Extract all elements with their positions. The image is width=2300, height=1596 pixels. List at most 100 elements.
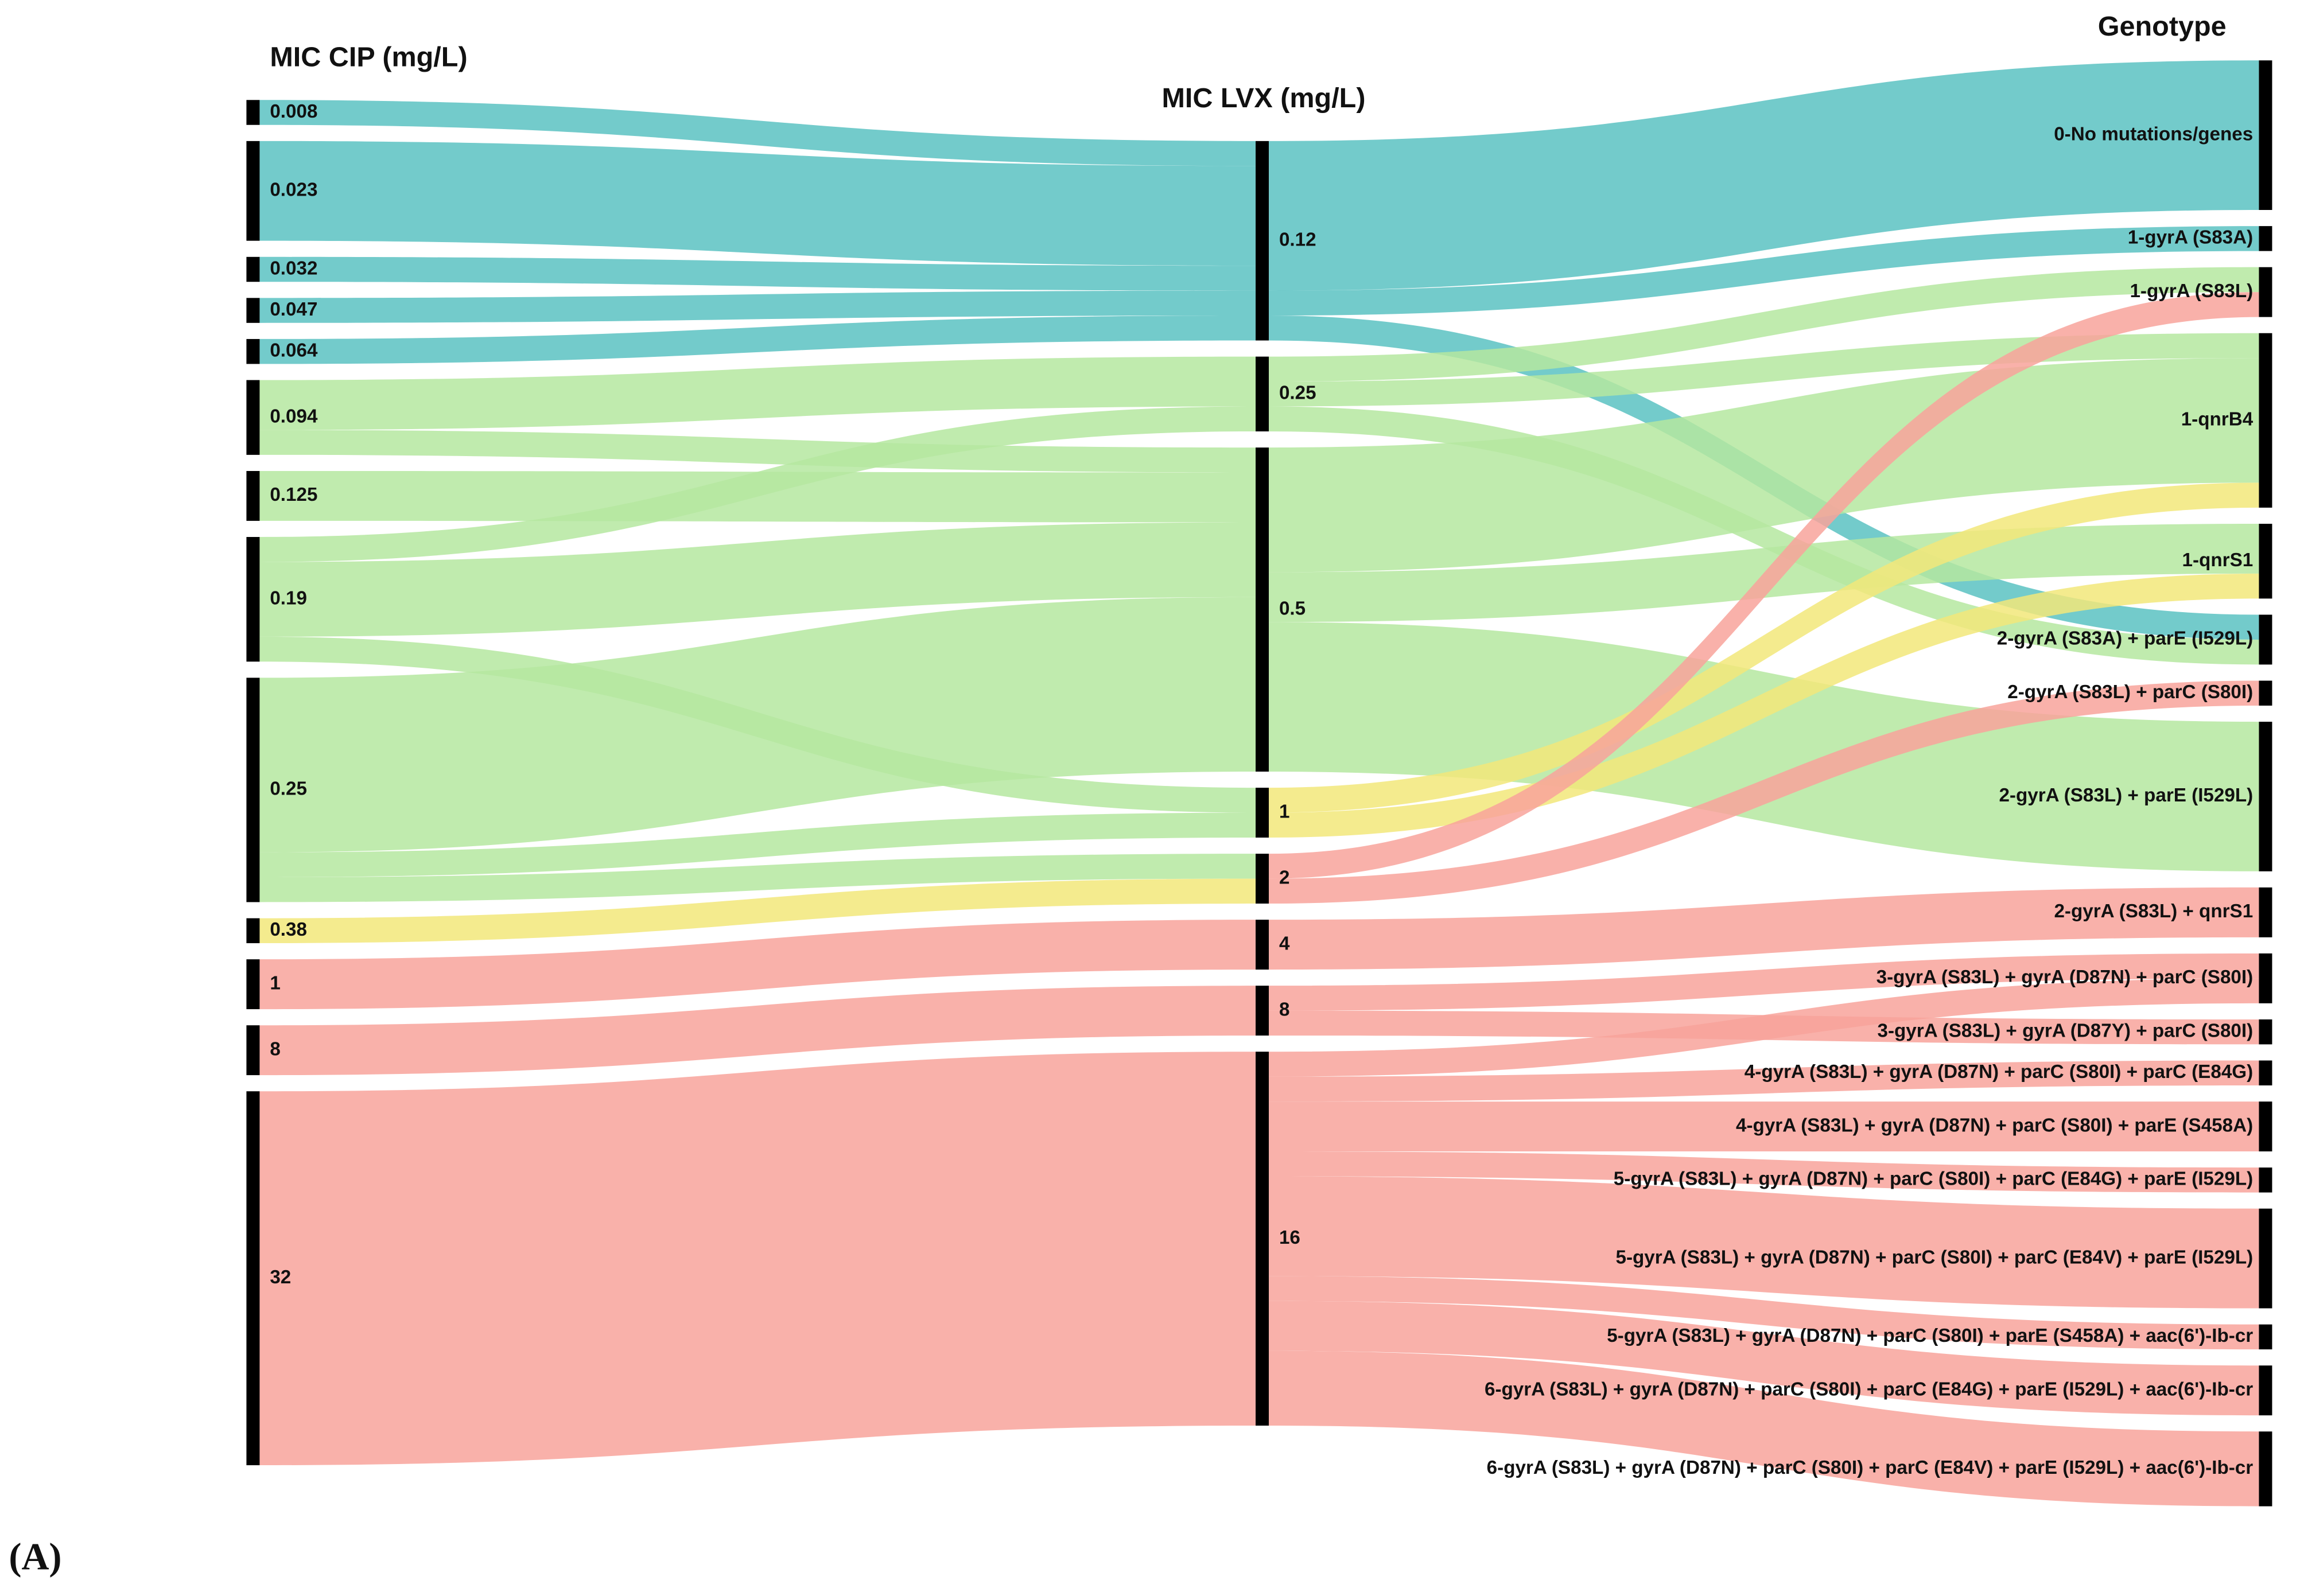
node-bar bbox=[2259, 1101, 2272, 1152]
node-label: 1 bbox=[1279, 801, 1289, 822]
flow bbox=[1269, 226, 2259, 316]
node-bar bbox=[246, 678, 260, 902]
node-label: 5-gyrA (S83L) + gyrA (D87N) + parC (S80I… bbox=[1607, 1325, 2253, 1346]
flow bbox=[259, 256, 1256, 291]
node-label: 16 bbox=[1279, 1227, 1300, 1248]
flow bbox=[1269, 267, 2259, 382]
flow bbox=[1269, 1176, 2259, 1309]
node-bar bbox=[246, 338, 260, 364]
node-label: 2-gyrA (S83L) + parE (I529L) bbox=[1999, 785, 2253, 806]
flow bbox=[1269, 1276, 2259, 1350]
flow bbox=[259, 316, 1256, 364]
flow bbox=[259, 854, 1256, 902]
node-label: 0.032 bbox=[270, 258, 317, 279]
node-label: 0.047 bbox=[270, 299, 317, 320]
node-bar bbox=[2259, 953, 2272, 1003]
flow bbox=[1269, 1350, 2259, 1507]
node-label: 3-gyrA (S83L) + gyrA (D87N) + parC (S80I… bbox=[1876, 967, 2254, 988]
node-bar bbox=[1256, 356, 1269, 431]
node-bar bbox=[246, 470, 260, 521]
flow bbox=[259, 406, 1256, 562]
flow bbox=[1269, 1060, 2259, 1102]
node-bar bbox=[2259, 680, 2272, 706]
flow bbox=[1269, 1301, 2259, 1416]
node-label: 2-gyrA (S83A) + parE (I529L) bbox=[1997, 628, 2253, 649]
node-label: 6-gyrA (S83L) + gyrA (D87N) + parC (S80I… bbox=[1485, 1379, 2253, 1400]
node-label: 0.5 bbox=[1279, 598, 1306, 619]
flow bbox=[1269, 60, 2259, 291]
flow bbox=[1269, 978, 2259, 1077]
flow bbox=[1269, 406, 2259, 665]
node-bar bbox=[2259, 1365, 2272, 1416]
node-bar bbox=[2259, 333, 2272, 508]
flow bbox=[259, 430, 1256, 473]
node-label: 0.008 bbox=[270, 101, 317, 122]
node-bar bbox=[1256, 986, 1269, 1036]
nodes: 0.008 0.023 0.032 0.047 0.064 0.094 0.125 0.19 0… bbox=[246, 60, 2272, 1507]
node-label: 0-No mutations/genes bbox=[2054, 123, 2253, 145]
flow bbox=[1269, 358, 2259, 573]
flow bbox=[259, 1052, 1256, 1466]
node-bar bbox=[2259, 722, 2272, 871]
flow bbox=[259, 141, 1256, 266]
flow bbox=[1269, 1151, 2259, 1193]
node-label: 32 bbox=[270, 1267, 291, 1288]
node-bar bbox=[246, 141, 260, 241]
node-bar bbox=[246, 959, 260, 1010]
node-label: 1-gyrA (S83L) bbox=[2130, 281, 2253, 302]
node-bar bbox=[1256, 447, 1269, 772]
node-label: 2-gyrA (S83L) + qnrS1 bbox=[2054, 901, 2253, 922]
flow bbox=[259, 100, 1256, 166]
node-bar bbox=[246, 1025, 260, 1076]
node-bar bbox=[2259, 267, 2272, 317]
node-bar bbox=[2259, 1324, 2272, 1350]
flow bbox=[259, 878, 1256, 944]
flow bbox=[259, 290, 1256, 323]
node-label: 4 bbox=[1279, 933, 1290, 954]
node-bar bbox=[2259, 887, 2272, 937]
node-label: 0.25 bbox=[1279, 383, 1316, 404]
flow bbox=[1269, 1101, 2259, 1152]
column-title: MIC LVX (mg/L) bbox=[1161, 83, 1365, 114]
node-bar bbox=[2259, 1431, 2272, 1507]
node-label: 0.12 bbox=[1279, 229, 1316, 250]
node-bar bbox=[2259, 1167, 2272, 1193]
flow bbox=[1269, 887, 2259, 970]
node-label: 0.094 bbox=[270, 406, 318, 427]
node-bar bbox=[2259, 226, 2272, 251]
node-label: 0.064 bbox=[270, 340, 318, 361]
flow bbox=[259, 356, 1256, 430]
node-label: 0.25 bbox=[270, 778, 307, 800]
node-label: 0.38 bbox=[270, 919, 307, 940]
panel-label: (A) bbox=[9, 1536, 61, 1578]
node-bar bbox=[246, 298, 260, 323]
flow bbox=[259, 812, 1256, 878]
node-label: 2-gyrA (S83L) + parC (S80I) bbox=[2007, 682, 2253, 703]
column-title: MIC CIP (mg/L) bbox=[270, 42, 467, 73]
node-label: 4-gyrA (S83L) + gyrA (D87N) + parC (S80I… bbox=[1736, 1115, 2253, 1136]
node-bar bbox=[2259, 1060, 2272, 1085]
node-label: 1-qnrS1 bbox=[2182, 550, 2254, 571]
node-label: 3-gyrA (S83L) + gyrA (D87Y) + parC (S80I… bbox=[1877, 1020, 2253, 1041]
node-bar bbox=[2259, 614, 2272, 665]
flow bbox=[259, 597, 1256, 853]
node-bar bbox=[246, 256, 260, 282]
node-label: 4-gyrA (S83L) + gyrA (D87N) + parC (S80I… bbox=[1745, 1061, 2253, 1083]
node-label: 0.125 bbox=[270, 484, 317, 505]
flow bbox=[1269, 482, 2259, 813]
node-label: 5-gyrA (S83L) + gyrA (D87N) + parC (S80I… bbox=[1614, 1169, 2253, 1190]
node-label: 8 bbox=[1279, 999, 1289, 1020]
node-bar bbox=[1256, 854, 1269, 904]
flow bbox=[259, 986, 1256, 1076]
node-bar bbox=[2259, 1019, 2272, 1045]
flow bbox=[1269, 953, 2259, 1011]
node-label: 6-gyrA (S83L) + gyrA (D87N) + parC (S80I… bbox=[1487, 1457, 2254, 1478]
node-bar bbox=[246, 537, 260, 662]
flow bbox=[1269, 680, 2259, 904]
node-bar bbox=[246, 918, 260, 944]
node-label: 8 bbox=[270, 1038, 280, 1060]
flow bbox=[1269, 292, 2259, 879]
node-label: 0.023 bbox=[270, 180, 317, 201]
flow bbox=[1269, 622, 2259, 871]
